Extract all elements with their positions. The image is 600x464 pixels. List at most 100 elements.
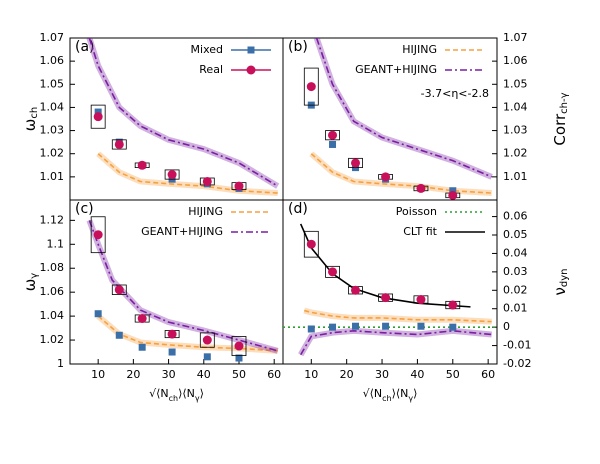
line (310, 153, 492, 194)
marker (352, 322, 360, 330)
sys-box (231, 336, 247, 357)
legend-label: Mixed (191, 43, 223, 56)
x-tick-label: 60 (267, 368, 281, 381)
line (88, 38, 279, 187)
y-tick-label: 0.04 (503, 246, 528, 259)
sys-box (90, 216, 106, 254)
sys-box (111, 139, 127, 150)
label-part: ⟩ (200, 387, 204, 400)
sys-box (90, 104, 106, 129)
y-tick-label: -0.02 (503, 357, 531, 370)
y-tick-label: 0.01 (503, 302, 528, 315)
y-tick-label: 1.06 (40, 54, 65, 67)
marker (202, 335, 212, 345)
marker (137, 160, 147, 170)
x-axis-title: √⟨Nch⟩⟨Nγ⟩ (363, 387, 418, 403)
marker (329, 140, 337, 148)
sys-box (303, 230, 319, 258)
label-part: γ (408, 394, 413, 403)
y-tick-label: 1.02 (40, 147, 65, 160)
line-band (298, 327, 492, 357)
marker (115, 331, 123, 339)
line (315, 38, 493, 178)
plot-area (86, 38, 280, 197)
marker (138, 343, 146, 351)
marker (448, 190, 458, 200)
y-axis-title: Corrch-γ (551, 92, 571, 145)
legend-marker (247, 46, 255, 54)
x-tick-label: 10 (91, 368, 105, 381)
line-band (309, 151, 492, 197)
marker (351, 158, 361, 168)
marker (235, 354, 243, 362)
x-tick-label: 50 (446, 368, 460, 381)
legend-label: Real (199, 63, 223, 76)
marker (168, 348, 176, 356)
marker (328, 130, 338, 140)
marker (202, 176, 212, 186)
marker (328, 267, 338, 277)
marker (416, 183, 426, 193)
marker (114, 285, 124, 295)
legend-label: CLT fit (403, 225, 437, 238)
x-tick-label: 10 (304, 368, 318, 381)
marker (137, 314, 147, 324)
x-tick-label: 30 (375, 368, 389, 381)
sys-box (348, 157, 363, 168)
marker (114, 139, 124, 149)
legend-marker (246, 65, 256, 75)
y-tick-label: 1.04 (40, 100, 65, 113)
label-part: ⟩⟨N (178, 387, 195, 400)
label-part: Corr (551, 113, 569, 146)
marker (306, 82, 316, 92)
legend-label: Poisson (396, 205, 437, 218)
panel-label: (a) (75, 39, 95, 55)
x-tick-label: 40 (197, 368, 211, 381)
marker (381, 172, 391, 182)
label-part: ch (382, 394, 391, 403)
panel-label: (b) (288, 39, 308, 55)
label-part: √⟨N (149, 387, 169, 400)
marker (94, 310, 102, 318)
label-part: γ (29, 273, 40, 279)
legend-label: GEANT+HIJING (141, 225, 223, 238)
sys-box (325, 130, 340, 141)
plot-area (86, 216, 279, 362)
label-part: √⟨N (363, 387, 383, 400)
y-tick-label: 1.1 (47, 237, 65, 250)
panel: (b) 1.01 1.02 1.03 1.04 1.05 1.06 1.07 Corrch-γ H… (282, 31, 571, 201)
x-tick-label: 20 (126, 368, 140, 381)
marker (306, 239, 316, 249)
label-part: ω (21, 119, 39, 132)
label-part: γ (195, 394, 200, 403)
marker (307, 325, 315, 333)
y-tick-label: 1.01 (40, 170, 65, 183)
y-tick-label: 0.02 (503, 283, 528, 296)
y-tick-label: 1.04 (40, 309, 65, 322)
legend-label: GEANT+HIJING (355, 63, 437, 76)
y-tick-label: 1.05 (40, 77, 65, 90)
marker (417, 322, 425, 330)
x-tick-label: 50 (232, 368, 246, 381)
sys-box (303, 67, 319, 106)
marker (203, 353, 211, 361)
marker (167, 170, 177, 180)
y-tick-label: 1.03 (40, 124, 65, 137)
marker (329, 323, 337, 331)
label-part: ω (21, 279, 39, 292)
label-part: ch (29, 107, 40, 119)
marker (449, 323, 457, 331)
y-tick-label: 1.03 (503, 124, 528, 137)
plot-area (303, 38, 493, 200)
x-tick-label: 60 (481, 368, 495, 381)
panel-label: (c) (75, 201, 94, 217)
annotation: -3.7<η<-2.8 (421, 87, 489, 100)
x-tick-label: 40 (410, 368, 424, 381)
marker (234, 341, 244, 351)
y-tick-label: 1.06 (40, 285, 65, 298)
y-axis-title: νdyn (551, 269, 571, 296)
marker (93, 230, 103, 240)
y-tick-label: -0.01 (503, 339, 531, 352)
y-tick-label: 1.08 (40, 261, 65, 274)
